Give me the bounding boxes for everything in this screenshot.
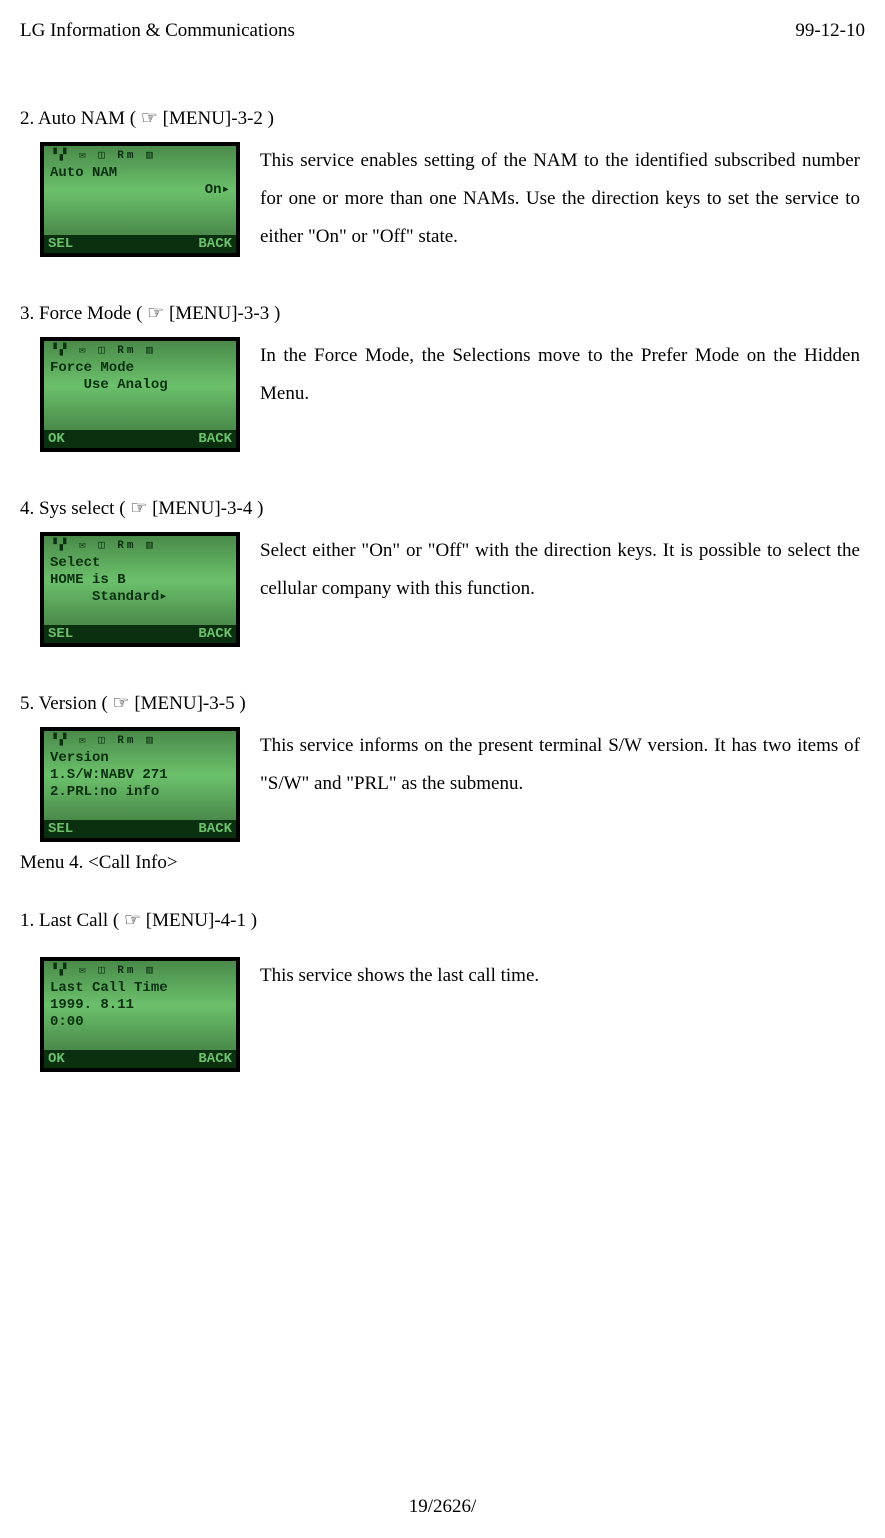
softkey-left: SEL bbox=[48, 235, 73, 253]
softkey-right: BACK bbox=[198, 625, 232, 643]
section-description: This service shows the last call time. bbox=[260, 957, 865, 995]
lcd-status-icons: ▝▞ ✉ ◫ Rm ▥ bbox=[50, 150, 230, 163]
lcd-softkeys: OK BACK bbox=[44, 430, 236, 448]
lcd-status-icons: ▝▞ ✉ ◫ Rm ▥ bbox=[50, 345, 230, 358]
phone-screen-force-mode: ▝▞ ✉ ◫ Rm ▥ Force Mode Use Analog OK BAC… bbox=[40, 337, 240, 452]
document-page: LG Information & Communications 99-12-10… bbox=[0, 0, 885, 1538]
lcd-display: ▝▞ ✉ ◫ Rm ▥ Force Mode Use Analog bbox=[44, 341, 236, 430]
lcd-softkeys: OK BACK bbox=[44, 1050, 236, 1068]
phone-screen-last-call: ▝▞ ✉ ◫ Rm ▥ Last Call Time 1999. 8.11 0:… bbox=[40, 957, 240, 1072]
section-title-sys-select: 4. Sys select ( ☞ [MENU]-3-4 ) bbox=[20, 497, 865, 520]
section-description: This service informs on the present term… bbox=[260, 727, 865, 803]
lcd-softkeys: SEL BACK bbox=[44, 820, 236, 838]
section-description: In the Force Mode, the Selections move t… bbox=[260, 337, 865, 413]
section-title-last-call: 1. Last Call ( ☞ [MENU]-4-1 ) bbox=[20, 909, 865, 932]
softkey-left: OK bbox=[48, 430, 65, 448]
phone-screen-sys-select: ▝▞ ✉ ◫ Rm ▥ Select HOME is B Standard▸ S… bbox=[40, 532, 240, 647]
lcd-line: Version bbox=[50, 750, 230, 767]
lcd-display: ▝▞ ✉ ◫ Rm ▥ Auto NAM On▸ bbox=[44, 146, 236, 235]
page-header: LG Information & Communications 99-12-10 bbox=[20, 20, 865, 42]
section-auto-nam: ▝▞ ✉ ◫ Rm ▥ Auto NAM On▸ SEL BACK This s… bbox=[20, 142, 865, 257]
softkey-right: BACK bbox=[198, 235, 232, 253]
softkey-right: BACK bbox=[198, 430, 232, 448]
section-description: Select either "On" or "Off" with the dir… bbox=[260, 532, 865, 608]
lcd-line: 2.PRL:no info bbox=[50, 784, 230, 801]
softkey-left: SEL bbox=[48, 625, 73, 643]
lcd-line: HOME is B bbox=[50, 572, 230, 589]
lcd-status-icons: ▝▞ ✉ ◫ Rm ▥ bbox=[50, 540, 230, 553]
section-last-call: ▝▞ ✉ ◫ Rm ▥ Last Call Time 1999. 8.11 0:… bbox=[20, 957, 865, 1072]
lcd-line: 1999. 8.11 bbox=[50, 997, 230, 1014]
section-force-mode: ▝▞ ✉ ◫ Rm ▥ Force Mode Use Analog OK BAC… bbox=[20, 337, 865, 452]
lcd-status-icons: ▝▞ ✉ ◫ Rm ▥ bbox=[50, 735, 230, 748]
lcd-line: Standard▸ bbox=[50, 589, 230, 606]
header-company: LG Information & Communications bbox=[20, 20, 295, 42]
menu-4-heading: Menu 4. <Call Info> bbox=[20, 852, 865, 874]
softkey-left: SEL bbox=[48, 820, 73, 838]
section-title-auto-nam: 2. Auto NAM ( ☞ [MENU]-3-2 ) bbox=[20, 107, 865, 130]
section-description: This service enables setting of the NAM … bbox=[260, 142, 865, 256]
lcd-line: Auto NAM bbox=[50, 165, 230, 182]
softkey-right: BACK bbox=[198, 820, 232, 838]
lcd-display: ▝▞ ✉ ◫ Rm ▥ Version 1.S/W:NABV 271 2.PRL… bbox=[44, 731, 236, 820]
lcd-line: Force Mode bbox=[50, 360, 230, 377]
section-title-version: 5. Version ( ☞ [MENU]-3-5 ) bbox=[20, 692, 865, 715]
lcd-line: Use Analog bbox=[50, 377, 230, 394]
softkey-left: OK bbox=[48, 1050, 65, 1068]
lcd-line: 1.S/W:NABV 271 bbox=[50, 767, 230, 784]
header-date: 99-12-10 bbox=[795, 20, 865, 42]
section-sys-select: ▝▞ ✉ ◫ Rm ▥ Select HOME is B Standard▸ S… bbox=[20, 532, 865, 647]
lcd-status-icons: ▝▞ ✉ ◫ Rm ▥ bbox=[50, 965, 230, 978]
lcd-display: ▝▞ ✉ ◫ Rm ▥ Select HOME is B Standard▸ bbox=[44, 536, 236, 625]
lcd-line: On▸ bbox=[50, 182, 230, 199]
lcd-softkeys: SEL BACK bbox=[44, 235, 236, 253]
phone-screen-auto-nam: ▝▞ ✉ ◫ Rm ▥ Auto NAM On▸ SEL BACK bbox=[40, 142, 240, 257]
section-title-force-mode: 3. Force Mode ( ☞ [MENU]-3-3 ) bbox=[20, 302, 865, 325]
lcd-line: 0:00 bbox=[50, 1014, 230, 1031]
lcd-line: Last Call Time bbox=[50, 980, 230, 997]
lcd-display: ▝▞ ✉ ◫ Rm ▥ Last Call Time 1999. 8.11 0:… bbox=[44, 961, 236, 1050]
lcd-softkeys: SEL BACK bbox=[44, 625, 236, 643]
phone-screen-version: ▝▞ ✉ ◫ Rm ▥ Version 1.S/W:NABV 271 2.PRL… bbox=[40, 727, 240, 842]
lcd-line: Select bbox=[50, 555, 230, 572]
softkey-right: BACK bbox=[198, 1050, 232, 1068]
section-version: ▝▞ ✉ ◫ Rm ▥ Version 1.S/W:NABV 271 2.PRL… bbox=[20, 727, 865, 842]
page-footer: 19/2626/ bbox=[0, 1496, 885, 1518]
